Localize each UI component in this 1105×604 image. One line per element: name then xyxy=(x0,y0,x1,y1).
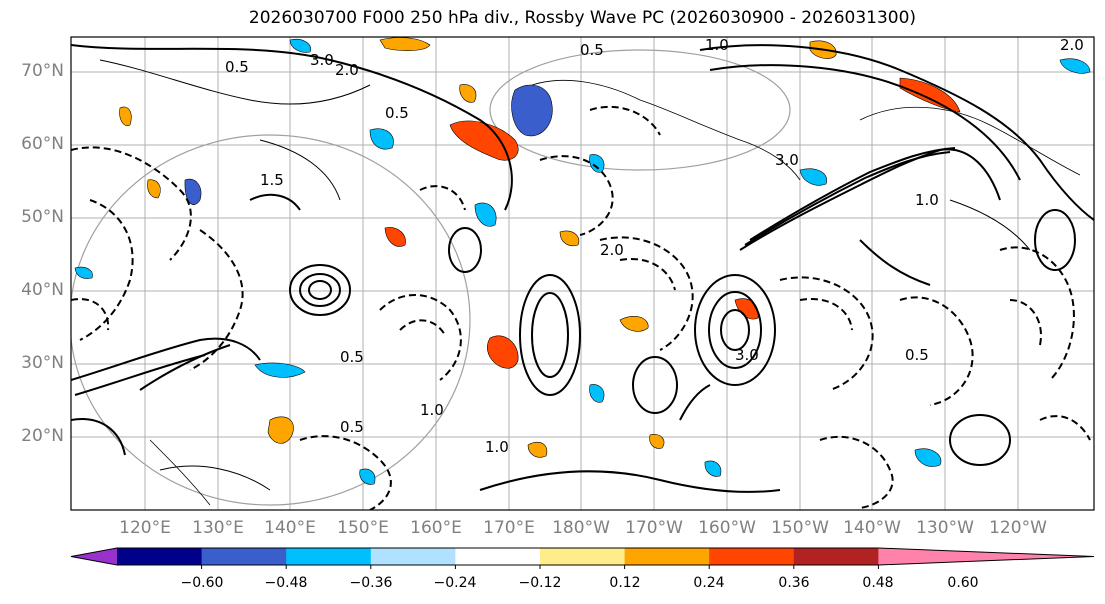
divergence-patch xyxy=(449,120,519,161)
contour-label: 1.0 xyxy=(420,401,444,419)
divergence-patch xyxy=(384,227,406,247)
convergence-patch xyxy=(369,128,394,150)
convergence-patch xyxy=(74,266,93,279)
colorbar-outline xyxy=(70,547,1095,566)
map-panel xyxy=(71,37,1094,510)
colorbar-bin xyxy=(286,548,372,565)
convergence-patch xyxy=(511,84,553,137)
colorbar-bin xyxy=(624,548,710,565)
contour-label: 0.5 xyxy=(385,104,409,122)
divergence-patch xyxy=(649,434,665,449)
lon-label: 160°W xyxy=(698,518,756,538)
lat-label-60n: 60°N xyxy=(21,134,64,154)
divergence-patch xyxy=(527,441,548,458)
graticule xyxy=(71,37,1094,510)
convergence-patch xyxy=(254,362,306,378)
contour-label: 0.5 xyxy=(340,418,364,436)
colorbar-tick-label: −0.60 xyxy=(180,575,224,591)
lat-label-50n: 50°N xyxy=(21,207,64,227)
colorbar-bin xyxy=(793,548,879,565)
divergence-patch xyxy=(459,84,477,103)
contour-label: 1.0 xyxy=(485,438,509,456)
contour-label: 1.0 xyxy=(915,191,939,209)
lon-label: 140°W xyxy=(843,518,901,538)
convergence-patch xyxy=(589,384,605,403)
colorbar-bin xyxy=(709,548,795,565)
colorbar-extend-low xyxy=(71,548,117,565)
divergence-patch xyxy=(379,37,431,51)
contour-label: 2.0 xyxy=(335,61,359,79)
contour-labels: 0.5 3.0 2.0 1.0 0.5 3.0 1.0 1.5 0.5 2.0 … xyxy=(225,36,1084,456)
contour-label: 1.5 xyxy=(260,171,284,189)
map-frame xyxy=(70,36,1095,511)
contour-label: 0.5 xyxy=(225,58,249,76)
colorbar-tick-label: 0.60 xyxy=(947,575,979,591)
divergence-shading xyxy=(74,37,1091,485)
lon-label: 170°E xyxy=(483,518,535,538)
lon-label: 140°E xyxy=(264,518,316,538)
colorbar-bin xyxy=(540,548,626,565)
colorbar-tick-label: −0.12 xyxy=(518,575,562,591)
colorbar-tick-label: 0.48 xyxy=(862,575,894,591)
convergence-patch xyxy=(474,202,497,227)
convergence-patch xyxy=(289,39,312,53)
divergence-patch xyxy=(559,230,580,247)
lon-label: 180°W xyxy=(552,518,610,538)
lon-label: 160°E xyxy=(410,518,462,538)
lon-label: 150°E xyxy=(337,518,389,538)
colorbar-tick-label: 0.24 xyxy=(693,575,725,591)
colorbar-bin xyxy=(370,548,456,565)
divergence-patch xyxy=(147,179,161,199)
convergence-patch xyxy=(359,468,376,485)
divergence-patch xyxy=(486,335,519,369)
colorbar-bin xyxy=(117,548,203,565)
contour-label: 3.0 xyxy=(775,151,799,169)
convergence-patch xyxy=(704,460,722,477)
contour-label: 2.0 xyxy=(1060,36,1084,54)
colorbar-extend-high xyxy=(878,548,1094,565)
thin-contours xyxy=(99,59,1031,491)
contour-label: 0.5 xyxy=(580,41,604,59)
divergence-patch xyxy=(619,316,649,332)
lat-label-70n: 70°N xyxy=(21,61,64,81)
colorbar-tick-label: 0.36 xyxy=(778,575,810,591)
colorbar xyxy=(70,547,1095,569)
lon-label: 120°W xyxy=(989,518,1047,538)
lon-label: 120°E xyxy=(119,518,171,538)
colorbar-tick-label: −0.24 xyxy=(433,575,477,591)
lat-label-40n: 40°N xyxy=(21,280,64,300)
colorbar-tick-label: 0.12 xyxy=(609,575,641,591)
colorbar-bin xyxy=(455,548,541,565)
colorbar-tick-label: −0.48 xyxy=(264,575,308,591)
convergence-patch xyxy=(799,168,827,186)
coastlines xyxy=(149,79,1081,506)
contour-label: 1.0 xyxy=(705,36,729,54)
contour-label: 2.0 xyxy=(600,241,624,259)
contour-label: 0.5 xyxy=(340,348,364,366)
map-title: 2026030700 F000 250 hPa div., Rossby Wav… xyxy=(248,8,917,28)
lon-label: 130°W xyxy=(916,518,974,538)
colorbar-bin xyxy=(201,548,287,565)
dashed-contours xyxy=(71,105,1091,510)
divergence-patch xyxy=(267,416,294,444)
contour-label: 3.0 xyxy=(310,51,334,69)
rossby-wave-pc-contours xyxy=(71,49,791,506)
divergence-patch xyxy=(899,77,961,113)
lat-label-20n: 20°N xyxy=(21,426,64,446)
lon-label: 170°W xyxy=(625,518,683,538)
solid-contours xyxy=(71,44,1094,493)
lat-label-30n: 30°N xyxy=(21,353,64,373)
contour-label: 0.5 xyxy=(905,346,929,364)
lon-label: 130°E xyxy=(192,518,244,538)
contour-label: 3.0 xyxy=(735,346,759,364)
divergence-patch xyxy=(119,106,132,126)
lon-label: 150°W xyxy=(771,518,829,538)
convergence-patch xyxy=(914,448,942,467)
convergence-patch xyxy=(1059,58,1091,74)
colorbar-tick-label: −0.36 xyxy=(349,575,393,591)
convergence-patch xyxy=(184,178,202,205)
